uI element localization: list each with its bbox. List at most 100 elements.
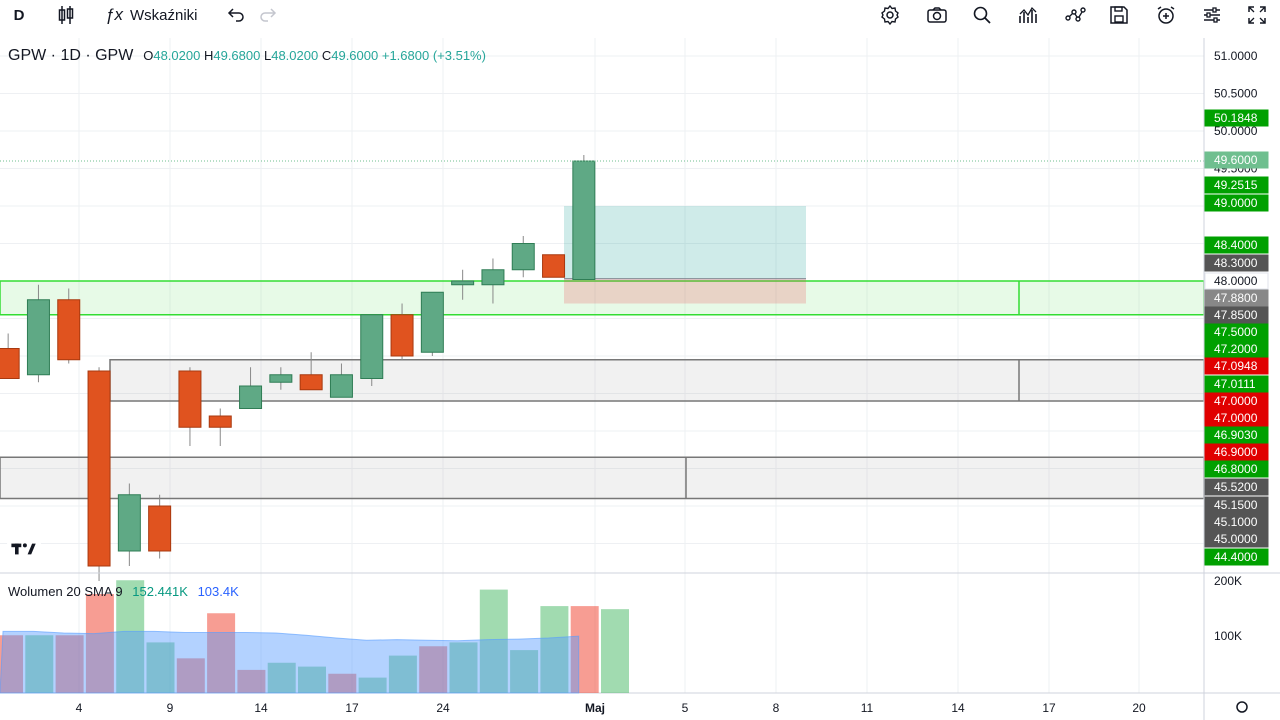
price-axis-marker-label: 47.5000 [1214, 325, 1258, 339]
volume-axis-label: 100K [1214, 629, 1242, 643]
candle-body [26, 299, 50, 376]
candle-body [390, 314, 414, 357]
sliders-icon[interactable] [1200, 0, 1224, 30]
chart-settings-icon[interactable] [1236, 701, 1248, 713]
low-value: 48.0200 [271, 48, 319, 63]
price-axis-marker-label: 47.8500 [1214, 308, 1258, 322]
price-axis-marker-label: 46.8000 [1214, 462, 1258, 476]
redo-icon[interactable] [256, 0, 280, 30]
open-label: O [143, 48, 154, 63]
candle-body [208, 415, 232, 428]
tradingview-logo[interactable] [6, 534, 42, 564]
time-axis-label: 14 [951, 701, 965, 715]
high-value: 49.6800 [213, 48, 261, 63]
candle-body [57, 299, 81, 361]
position-target-area [564, 206, 806, 279]
price-axis-marker [1204, 548, 1269, 566]
candles-icon[interactable] [54, 0, 78, 30]
price-axis-marker-label: 47.0000 [1214, 394, 1258, 408]
candle-body [329, 374, 353, 398]
volume-axis-label: 200K [1214, 574, 1242, 588]
volume-bar [237, 669, 266, 693]
volume-title[interactable]: Wolumen 20 SMA 9 [8, 584, 123, 599]
candle-body [239, 385, 263, 409]
volume-bar [25, 635, 54, 693]
time-axis-label: 24 [436, 701, 450, 715]
price-axis-marker [1204, 289, 1269, 307]
volume-bar [601, 609, 629, 693]
camera-icon[interactable] [924, 0, 950, 30]
volume-bar [358, 677, 387, 693]
save-icon[interactable] [1108, 0, 1130, 30]
time-axis-label: 9 [167, 701, 174, 715]
settings-icon[interactable] [878, 0, 902, 30]
volume-bar [388, 655, 417, 693]
volume-sma-value: 103.4K [197, 584, 239, 599]
position-stop-area [564, 278, 806, 304]
symbol-label[interactable]: GPW · 1D · GPW [8, 47, 134, 64]
alert-icon[interactable] [1154, 0, 1178, 30]
volume-bar [267, 662, 296, 693]
candle-body [148, 505, 172, 552]
candle-body [299, 374, 323, 391]
price-tick-label: 50.0000 [1214, 124, 1258, 138]
time-axis-label: 17 [345, 701, 359, 715]
fullscreen-icon[interactable] [1246, 0, 1268, 30]
candle-body [269, 374, 293, 383]
price-axis-marker-label: 47.0948 [1214, 359, 1258, 373]
candle-body [360, 314, 384, 379]
volume-bar [328, 673, 357, 693]
ohlc-values: O48.0200 H49.6800 L48.0200 C49.6000 +1.6… [143, 48, 486, 63]
price-axis-marker [1204, 109, 1269, 127]
price-axis-marker-label: 47.8800 [1214, 291, 1258, 305]
search-icon[interactable] [970, 0, 994, 30]
price-axis-marker [1204, 409, 1269, 427]
candle-body [178, 370, 202, 428]
candle-body [511, 243, 535, 271]
volume-bar [55, 635, 84, 693]
high-label: H [203, 48, 214, 63]
price-axis-marker-label: 49.0000 [1214, 196, 1258, 210]
price-axis-marker [1204, 323, 1269, 341]
interval-button[interactable]: D [13, 6, 25, 24]
price-axis-marker [1204, 272, 1269, 290]
indicators-fx-icon[interactable]: ƒx [105, 5, 123, 24]
price-axis-marker-label: 49.2515 [1214, 178, 1258, 192]
candle-body [420, 291, 444, 353]
price-axis-marker [1204, 426, 1269, 444]
volume-bar [479, 589, 508, 693]
price-axis-marker [1204, 392, 1269, 410]
price-axis-marker-label: 48.4000 [1214, 238, 1258, 252]
candle-body [0, 348, 20, 379]
candle-body [87, 370, 111, 567]
price-tick-label: 50.5000 [1214, 87, 1258, 101]
undo-icon[interactable] [224, 0, 248, 30]
price-axis-marker [1204, 530, 1269, 548]
time-axis-label: 8 [773, 701, 780, 715]
candle-body [572, 160, 596, 280]
price-axis-marker [1204, 236, 1269, 254]
price-axis-marker-label: 48.0000 [1214, 274, 1258, 288]
time-axis-label: Maj [585, 701, 605, 715]
node-icon[interactable] [1062, 0, 1088, 30]
price-axis-marker-label: 44.4000 [1214, 550, 1258, 564]
volume-bar [146, 642, 175, 693]
indicators-button[interactable]: Wskaźniki [130, 6, 198, 24]
volume-bar [0, 635, 23, 693]
price-axis-marker-label: 47.2000 [1214, 342, 1258, 356]
volume-sma-area [0, 630, 580, 694]
close-label: C [321, 48, 332, 63]
volume-legend: Wolumen 20 SMA 9 152.441K 103.4K [8, 584, 239, 599]
price-axis-marker [1204, 443, 1269, 461]
price-axis-marker-label: 45.1500 [1214, 498, 1258, 512]
open-value: 48.0200 [153, 48, 201, 63]
low-label: L [263, 48, 272, 63]
price-axis-marker [1204, 176, 1269, 194]
support-zone-green [0, 280, 1205, 316]
time-axis-label: 11 [861, 701, 874, 715]
price-axis-marker-label: 47.0111 [1214, 377, 1256, 391]
volume-bar [570, 606, 599, 693]
chart-type-icon[interactable] [1016, 0, 1040, 30]
time-axis-label: 20 [1132, 701, 1146, 715]
